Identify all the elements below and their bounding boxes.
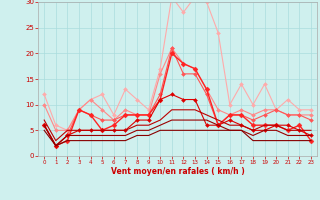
X-axis label: Vent moyen/en rafales ( km/h ): Vent moyen/en rafales ( km/h ) (111, 167, 244, 176)
